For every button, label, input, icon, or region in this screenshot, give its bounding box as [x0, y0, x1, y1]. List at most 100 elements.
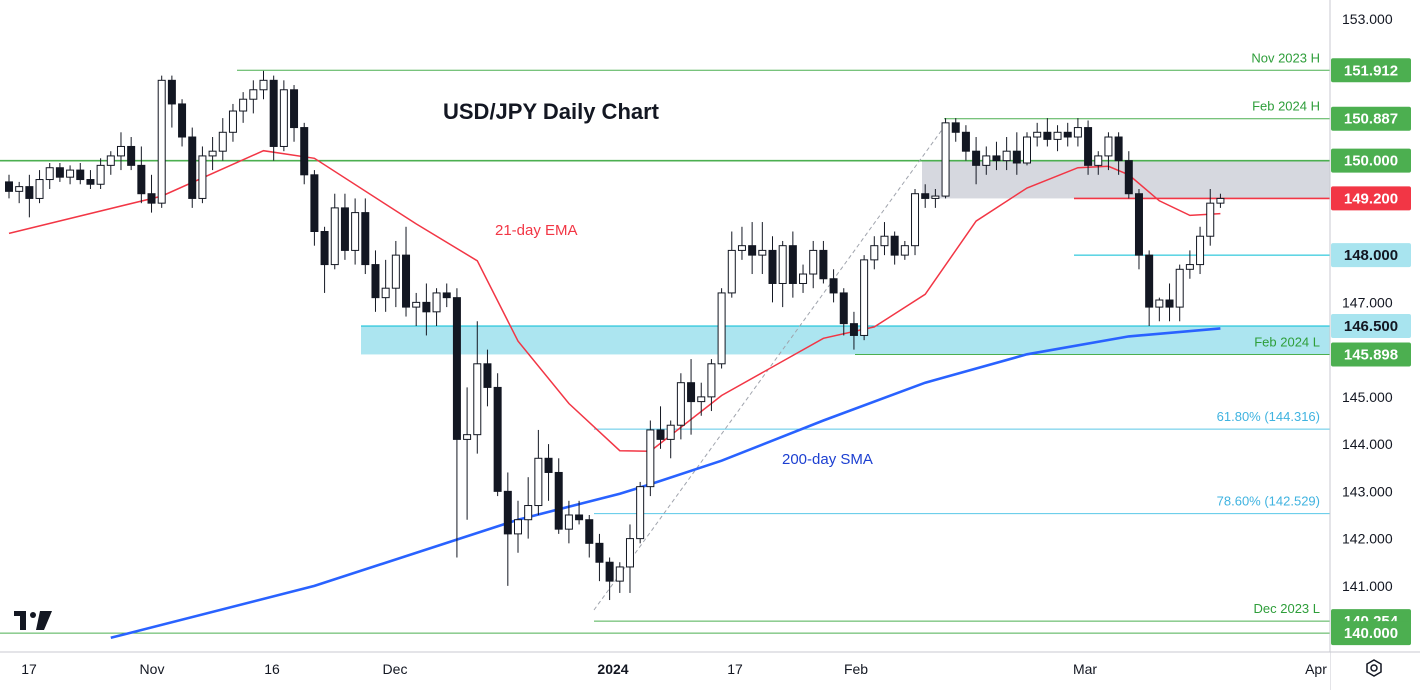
candle-body — [911, 193, 920, 247]
candle-body — [371, 264, 380, 299]
candle-body — [656, 429, 665, 440]
candle — [1012, 132, 1021, 175]
time-axis[interactable] — [0, 652, 1330, 690]
candle — [330, 193, 339, 270]
candle — [890, 231, 899, 265]
candle — [951, 118, 960, 142]
candle-body — [1104, 136, 1113, 157]
chart-settings-button[interactable] — [1366, 659, 1382, 677]
candle — [432, 288, 441, 326]
price-tag-text: 149.200 — [1344, 190, 1398, 207]
candle — [320, 226, 329, 293]
candle — [921, 184, 930, 208]
level-label-6: Feb 2024 L — [1254, 334, 1320, 349]
candle — [442, 283, 451, 308]
candle-body — [982, 155, 991, 166]
candle — [147, 174, 156, 213]
candle-body — [340, 207, 349, 251]
candle-body — [972, 150, 981, 166]
candle — [178, 99, 187, 147]
candle — [829, 269, 838, 303]
price-tag-4: 148.000 — [1331, 243, 1411, 268]
candle — [45, 163, 54, 189]
candle — [1002, 137, 1011, 171]
candle-body — [442, 292, 451, 299]
candle-body — [900, 245, 909, 256]
candle-body — [1114, 136, 1123, 162]
candle — [819, 240, 828, 284]
candle-body — [361, 212, 370, 266]
candle — [646, 420, 655, 497]
candle — [697, 382, 706, 416]
candle-body — [1206, 202, 1215, 237]
candle-body — [86, 179, 95, 185]
candle — [687, 359, 696, 435]
candle-body — [167, 79, 176, 105]
candle-body — [463, 434, 472, 440]
candle-body — [178, 103, 187, 138]
candle-body — [890, 235, 899, 256]
candle — [381, 259, 390, 312]
candle-body — [636, 486, 645, 540]
candle — [422, 283, 431, 336]
candle — [1175, 264, 1184, 322]
candle-body — [45, 167, 54, 181]
candle — [239, 92, 248, 123]
candle-body — [25, 186, 34, 199]
candle — [656, 406, 665, 449]
price-tag-box — [1331, 314, 1411, 338]
candle — [371, 250, 380, 312]
candle-body — [1175, 268, 1184, 308]
candle-body — [1053, 131, 1062, 140]
price-tick-4: 143.000 — [1342, 483, 1393, 499]
candle — [1043, 118, 1052, 147]
level-label-7: 61.80% (144.316) — [1217, 409, 1320, 424]
candle-body — [931, 195, 940, 199]
price-axis-ticks: 153.000 147.000 145.000 144.000 143.000 142.0… — [1342, 11, 1393, 594]
logo-triangle — [36, 611, 52, 630]
candle — [86, 170, 95, 189]
candle-body — [279, 89, 288, 147]
candle — [76, 163, 85, 185]
candle-body — [1073, 127, 1082, 138]
price-tag-5: 146.500 — [1331, 314, 1411, 338]
time-tick-4: 2024 — [597, 661, 628, 677]
candle — [1124, 151, 1133, 199]
candle-body — [259, 79, 268, 91]
candle-body — [391, 254, 400, 289]
candle-body — [55, 167, 64, 178]
candle — [748, 222, 757, 275]
fibonacci-trend-line[interactable] — [593, 126, 945, 611]
candle — [737, 226, 746, 260]
candle — [25, 174, 34, 218]
candle-body — [320, 231, 329, 266]
candle — [900, 240, 909, 260]
price-tag-box — [1331, 186, 1411, 211]
price-tag-text: 150.887 — [1344, 111, 1398, 128]
time-tick-2: 16 — [264, 661, 280, 677]
candle-body — [564, 514, 573, 530]
candle-body — [595, 542, 604, 563]
candle-body — [351, 212, 360, 251]
candle — [636, 481, 645, 544]
candle-body — [524, 505, 533, 521]
candle-body — [778, 245, 787, 284]
candle — [137, 146, 146, 204]
candle — [554, 458, 563, 534]
time-tick-1: Nov — [140, 661, 165, 677]
tradingview-logo[interactable] — [14, 611, 52, 630]
candle-body — [1134, 193, 1143, 256]
candle — [127, 137, 136, 171]
candle-body — [585, 519, 594, 544]
candle — [1114, 132, 1123, 175]
candle-body — [554, 471, 563, 530]
candle — [66, 165, 75, 185]
candle-body — [218, 131, 227, 152]
candle-body — [116, 145, 125, 157]
candle — [514, 500, 522, 553]
candle — [534, 429, 543, 515]
candle-body — [432, 292, 441, 313]
candle — [483, 349, 492, 407]
price-tag-text: 140.000 — [1344, 625, 1398, 642]
